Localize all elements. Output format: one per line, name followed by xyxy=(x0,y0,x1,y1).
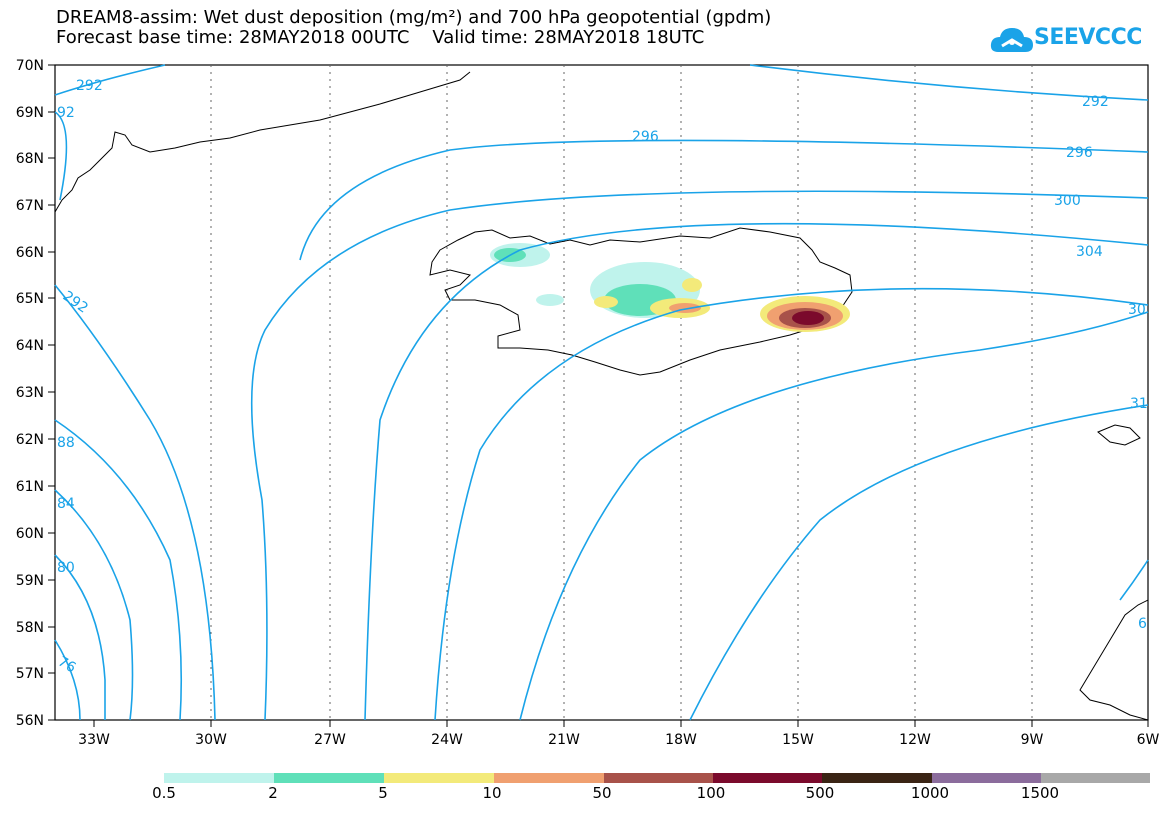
lon-label: 24W xyxy=(431,732,463,748)
legend-label: 50 xyxy=(592,784,612,802)
contour-label: 292 xyxy=(1082,94,1109,110)
lon-label: 18W xyxy=(665,732,697,748)
lat-ticks xyxy=(48,64,55,721)
faroe-coast xyxy=(1097,424,1141,446)
iceland-coast xyxy=(429,227,853,376)
contour-label: 296 xyxy=(1066,145,1093,161)
contour-label: 30 xyxy=(1128,302,1146,318)
logo-text: SEEVCCC xyxy=(1034,25,1142,50)
lat-label: 67N xyxy=(16,198,44,214)
graticule-meridians xyxy=(210,65,1033,720)
contour-label: 84 xyxy=(57,496,75,512)
lon-ticks xyxy=(93,720,1149,727)
lat-label: 63N xyxy=(16,385,44,401)
contour-label: 76 xyxy=(55,654,79,677)
legend-swatch xyxy=(932,773,1041,783)
legend-swatch xyxy=(604,773,713,783)
contour-label: 6 xyxy=(1138,616,1147,632)
contour-label: 292 xyxy=(76,78,103,94)
lat-label: 66N xyxy=(16,245,44,261)
lon-label: 12W xyxy=(899,732,931,748)
lat-label: 57N xyxy=(16,666,44,682)
lat-label: 68N xyxy=(16,151,44,167)
legend-swatch xyxy=(1041,773,1150,783)
color-legend xyxy=(164,773,1150,783)
legend-swatch xyxy=(713,773,822,783)
lat-labels: 70N 69N 68N 67N 66N 65N 64N 63N 62N 61N … xyxy=(16,58,44,729)
dust-deposition-shading xyxy=(490,243,850,332)
map-frame xyxy=(54,64,1149,721)
contour-label: 304 xyxy=(1076,244,1103,260)
legend-swatch xyxy=(822,773,932,783)
map-subtitle: Forecast base time: 28MAY2018 00UTC Vali… xyxy=(56,27,705,48)
lon-labels: 33W 30W 27W 24W 21W 18W 15W 12W 9W 6W xyxy=(78,732,1159,748)
lon-label: 15W xyxy=(782,732,814,748)
lon-label: 21W xyxy=(548,732,580,748)
coastlines xyxy=(54,71,1149,721)
contour-label: 292 xyxy=(60,288,91,316)
seevccc-logo: SEEVCCC xyxy=(990,20,1142,60)
legend-swatch xyxy=(274,773,384,783)
contour-label: 88 xyxy=(57,435,75,451)
lat-label: 59N xyxy=(16,573,44,589)
lon-label: 9W xyxy=(1021,732,1044,748)
legend-swatch xyxy=(384,773,494,783)
legend-label: 5 xyxy=(378,784,388,802)
legend-label: 1500 xyxy=(1020,784,1060,802)
contour-label: 300 xyxy=(1054,193,1081,209)
contour-label: 80 xyxy=(57,560,75,576)
legend-swatch xyxy=(494,773,604,783)
contour-label: 31 xyxy=(1130,396,1148,412)
lon-label: 6W xyxy=(1137,732,1160,748)
legend-label: 2 xyxy=(268,784,278,802)
lat-label: 62N xyxy=(16,432,44,448)
legend-label: 100 xyxy=(696,784,726,802)
legend-label: 1000 xyxy=(910,784,950,802)
lon-label: 27W xyxy=(314,732,346,748)
legend-swatch xyxy=(164,773,274,783)
lat-label: 58N xyxy=(16,620,44,636)
greenland-coast xyxy=(54,71,471,213)
legend-label: 10 xyxy=(482,784,502,802)
lon-label: 30W xyxy=(195,732,227,748)
cloud-icon xyxy=(990,28,1033,52)
lat-label: 69N xyxy=(16,105,44,121)
contour-label: 296 xyxy=(632,129,659,145)
contour-label: 92 xyxy=(57,105,75,121)
lat-label: 64N xyxy=(16,338,44,354)
map-title: DREAM8-assim: Wet dust deposition (mg/m²… xyxy=(56,7,772,28)
legend-label: 500 xyxy=(805,784,835,802)
lat-label: 65N xyxy=(16,291,44,307)
legend-label: 0.5 xyxy=(152,784,176,802)
lat-label: 56N xyxy=(16,713,44,729)
geopotential-contours xyxy=(54,64,1149,721)
contour-labels: 292 292 296 296 300 304 30 31 292 88 84 … xyxy=(55,78,1148,676)
lat-label: 61N xyxy=(16,479,44,495)
shetland-coast xyxy=(1079,599,1149,721)
lat-label: 60N xyxy=(16,526,44,542)
lon-label: 33W xyxy=(78,732,110,748)
lat-label: 70N xyxy=(16,58,44,74)
